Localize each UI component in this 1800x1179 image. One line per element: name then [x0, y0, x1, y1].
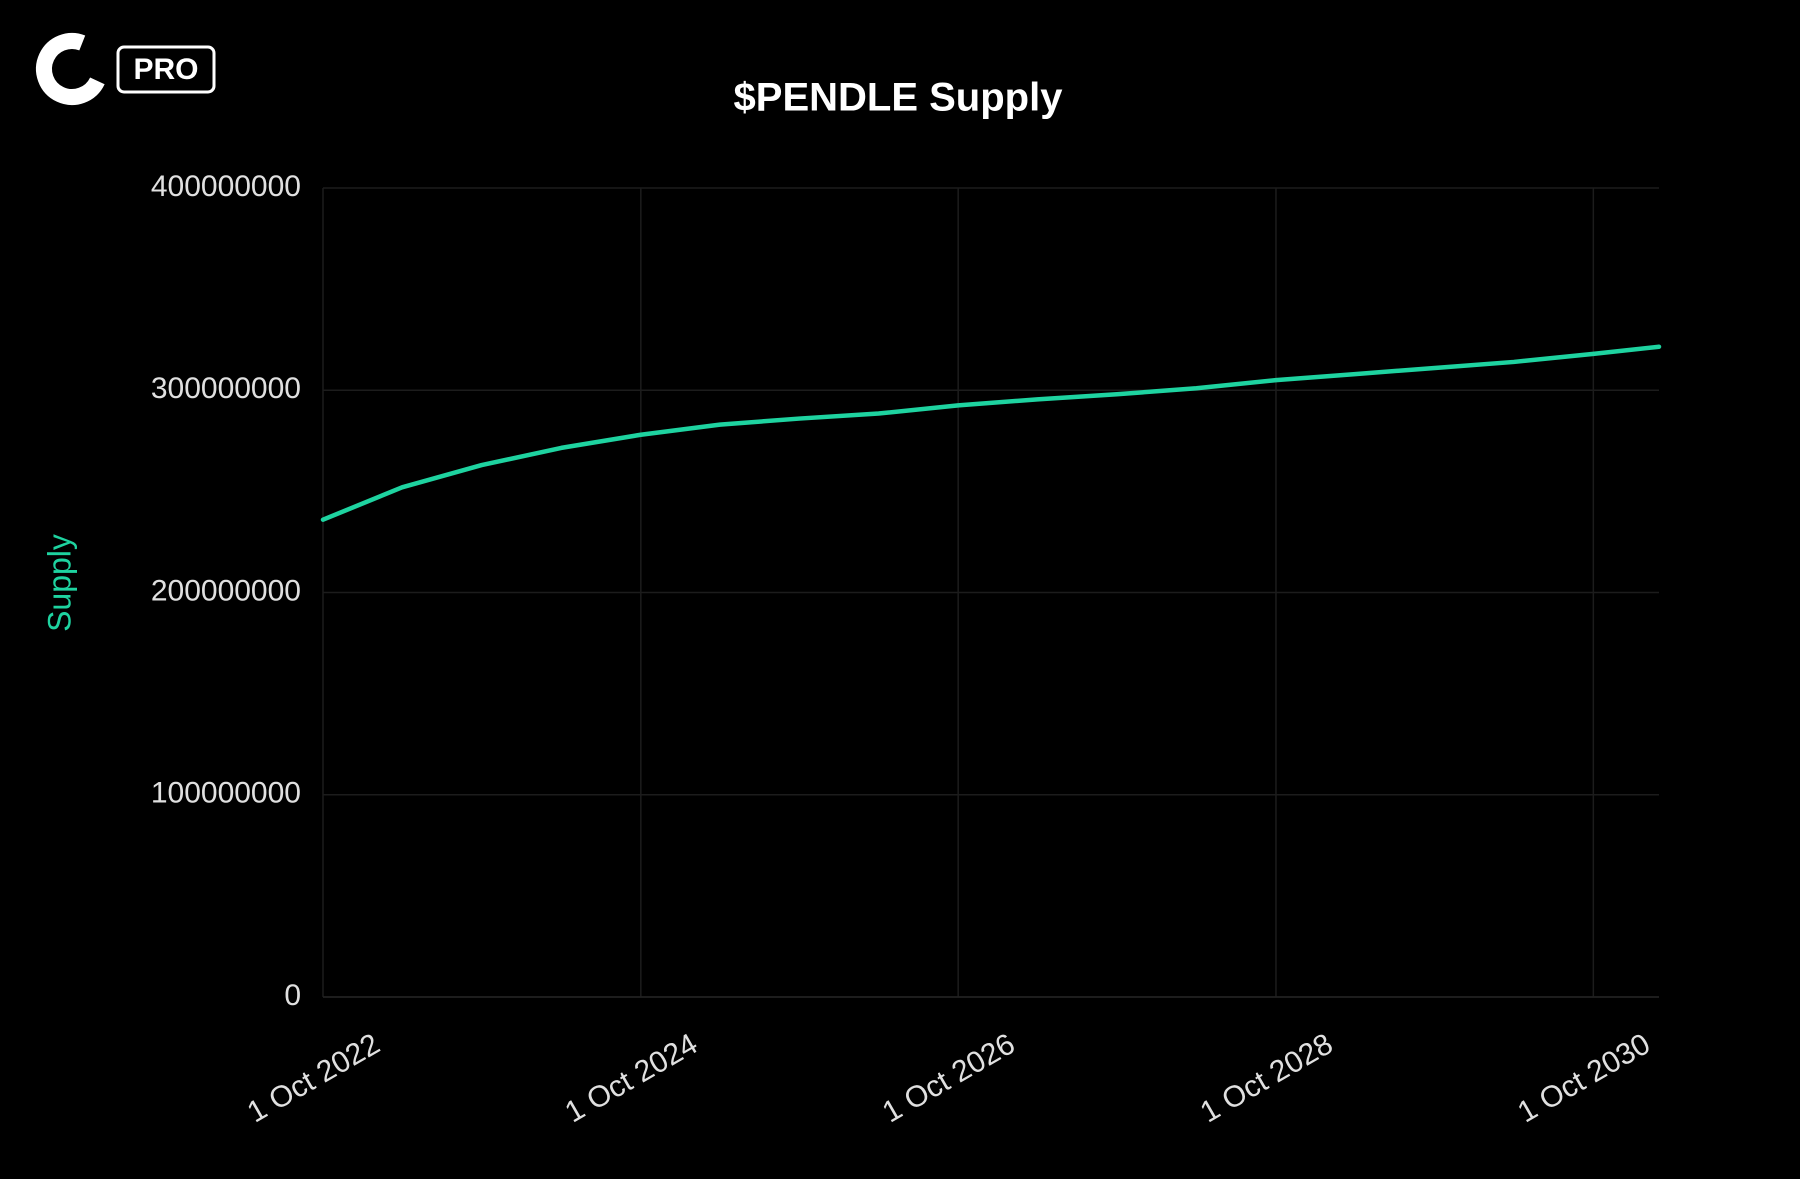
badge-text: PRO — [133, 53, 198, 86]
data-line — [320, 344, 1662, 522]
chart-title: $PENDLE Supply — [734, 76, 1064, 120]
y-tick-label: 300000000 — [151, 372, 301, 405]
y-tick-label: 200000000 — [151, 574, 301, 607]
y-tick-label: 100000000 — [151, 777, 301, 810]
y-tick-label: 400000000 — [151, 170, 301, 203]
badge-box — [116, 45, 216, 94]
logo-icon — [36, 33, 108, 105]
y-tick-label: 0 — [284, 979, 301, 1012]
logo: PRO — [36, 33, 216, 105]
y-axis-label: Supply — [41, 534, 77, 632]
